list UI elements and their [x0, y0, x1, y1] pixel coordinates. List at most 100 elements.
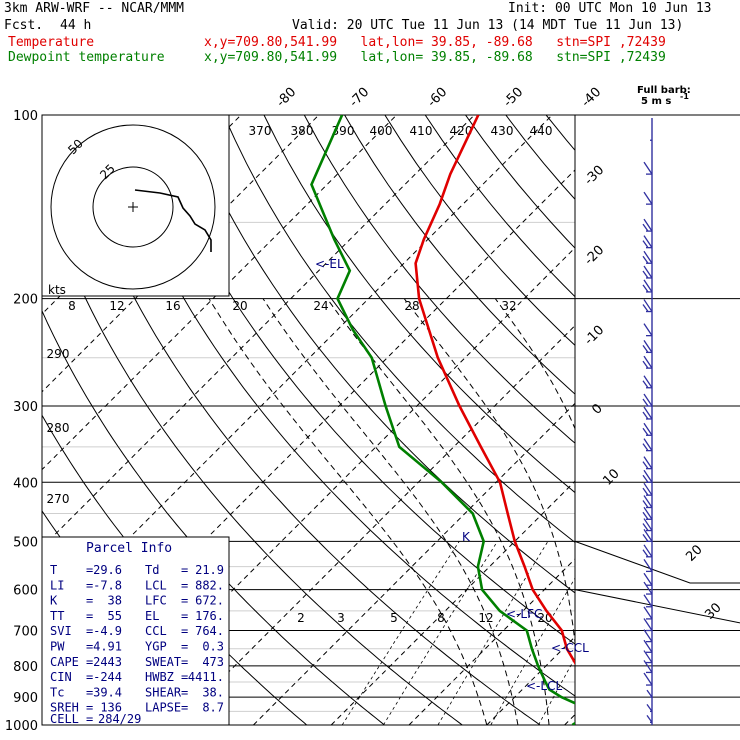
barb-flag-35-0: [643, 672, 653, 686]
hodograph-speed-12: 12: [109, 299, 124, 313]
parcel-cell-6-5: 473: [202, 655, 224, 669]
barb-flag-19-0: [643, 482, 653, 496]
init-time: Init: 00 UTC Mon 10 Jun 13: [508, 1, 712, 16]
moist-adiabat-18: [326, 298, 550, 725]
barb-half-13: [642, 398, 649, 407]
isotherm--10: [330, 480, 575, 725]
temperature-legend: Temperature: [8, 35, 95, 50]
parcel-cell-2-0: K: [50, 594, 58, 608]
pressure-label-400: 400: [13, 476, 38, 491]
barb-flag-7-0: [643, 279, 653, 293]
dry-adiabat-350: [303, 115, 575, 444]
isotherm-10: [486, 636, 575, 725]
barb-flag-33-0: [643, 650, 653, 663]
parcel-cell-0-0: T: [50, 563, 57, 577]
dry-adiabat-420: [586, 115, 740, 725]
barb-flag-21-0: [643, 506, 653, 520]
isotherm--20: [253, 402, 575, 725]
barb-flag-9-0: [643, 323, 653, 337]
temperature-line: [414, 115, 575, 666]
lfc-annotation: <-LFC: [506, 607, 542, 621]
parcel-cell-1-0: LI: [50, 578, 64, 592]
dry-adiabat-400: [505, 115, 575, 201]
hodograph-ring-25: [92, 166, 174, 248]
mixing-ratio-8: [490, 577, 575, 725]
parcel-cell-6-4: =: [181, 655, 188, 669]
barb-half-14: [642, 411, 649, 420]
pressure-label-1000: 1000: [5, 719, 38, 734]
barb-half-11: [642, 360, 649, 369]
parcel-cell-3-2: 55: [108, 609, 122, 623]
parcel-cell-label: CELL: [50, 712, 79, 726]
parcel-cell-4-3: CCL: [145, 624, 167, 638]
isotherm-label-20: 20: [683, 542, 705, 564]
pressure-label-900: 900: [13, 691, 38, 706]
profiles: [310, 115, 575, 725]
plot-frame: [41, 114, 576, 726]
parcel-cell-3-5: 176.: [195, 609, 224, 623]
parcel-cell-0-1: =: [86, 563, 93, 577]
theta-label-400: 400: [370, 124, 393, 138]
dry-adiabat-300: [102, 115, 575, 697]
barb-flag-16-0: [643, 438, 653, 451]
dry-adiabat-330: [223, 115, 575, 544]
dry-adiabat-380: [424, 115, 575, 298]
dry-adiabat-290: [62, 115, 541, 725]
barb-half-19: [642, 487, 649, 496]
barb-flag-12-0: [643, 375, 653, 389]
model-title: 3km ARW-WRF -- NCAR/MMM: [4, 1, 185, 16]
dry-adiabat-450: [707, 115, 740, 725]
dry-adiabat-440: [667, 115, 740, 725]
wedge-outline: [574, 540, 740, 624]
barb-flag-5-0: [643, 250, 653, 264]
parcel-cell-5-0: PW: [50, 640, 65, 654]
parcel-cell-1-4: =: [181, 578, 188, 592]
parcel-cell-8-3: SHEAR: [145, 685, 182, 699]
mixing-ratio-label-5: 5: [390, 611, 398, 625]
dry-adiabat-320: [182, 115, 575, 594]
mixing-ratio-label-8: 8: [437, 611, 445, 625]
barb-half-23: [642, 533, 649, 542]
moist-adiabat-26: [494, 298, 575, 430]
theta-label-280: 280: [47, 421, 70, 435]
parcel-cell-5-4: =: [181, 640, 188, 654]
barb-flag-3-0: [643, 218, 653, 232]
barb-flag-11-0: [643, 355, 653, 369]
parcel-cell-8-2: 39.4: [93, 685, 122, 699]
mixing-ratio-5: [437, 541, 549, 725]
theta-label-410: 410: [410, 124, 433, 138]
theta-label-440: 440: [530, 124, 553, 138]
hodograph-speed-16: 16: [165, 299, 180, 313]
barb-flag-23-0: [643, 529, 653, 542]
barb-flag-34-0: [643, 660, 653, 673]
mixing-ratio-2: [341, 541, 460, 725]
parcel-cell-7-0: CIN: [50, 670, 72, 684]
parcel-cell-8-4: =: [181, 685, 188, 699]
barb-flag-31-0: [643, 629, 653, 642]
theta-label-270: 270: [47, 492, 70, 506]
barb-flag-13-0: [643, 393, 653, 407]
parcel-cell-1-5: 882.: [195, 578, 224, 592]
hodograph-units: kts: [48, 283, 66, 297]
barb-flag-15-0: [643, 422, 653, 436]
isotherm-label-10: 10: [600, 466, 622, 488]
isotherm-label-0: 0: [589, 401, 605, 417]
pressure-label-600: 600: [13, 584, 38, 599]
parcel-cell-8-5: 38.: [202, 685, 224, 699]
valid-time: Valid: 20 UTC Tue 11 Jun 13 (14 MDT Tue …: [292, 18, 684, 33]
hodograph-speed-32: 32: [501, 299, 516, 313]
parcel-cell-9-1: =: [86, 701, 93, 715]
barb-flag-25-0: [643, 559, 653, 572]
mixing-ratio-label-2: 2: [297, 611, 305, 625]
barb-flag-30-0: [643, 618, 653, 631]
barb-half-15: [642, 427, 649, 436]
barb-half-22: [642, 523, 649, 531]
forecast-hours: 44 h: [60, 18, 92, 33]
isotherm-label--20: -20: [582, 243, 608, 269]
forecast-label: Fcst.: [4, 18, 44, 33]
isotherm-label--60: -60: [425, 85, 451, 111]
barb-flag-32-0: [643, 639, 653, 653]
isotherm-30: [642, 115, 740, 725]
parcel-cell-7-2: -244: [93, 670, 122, 684]
